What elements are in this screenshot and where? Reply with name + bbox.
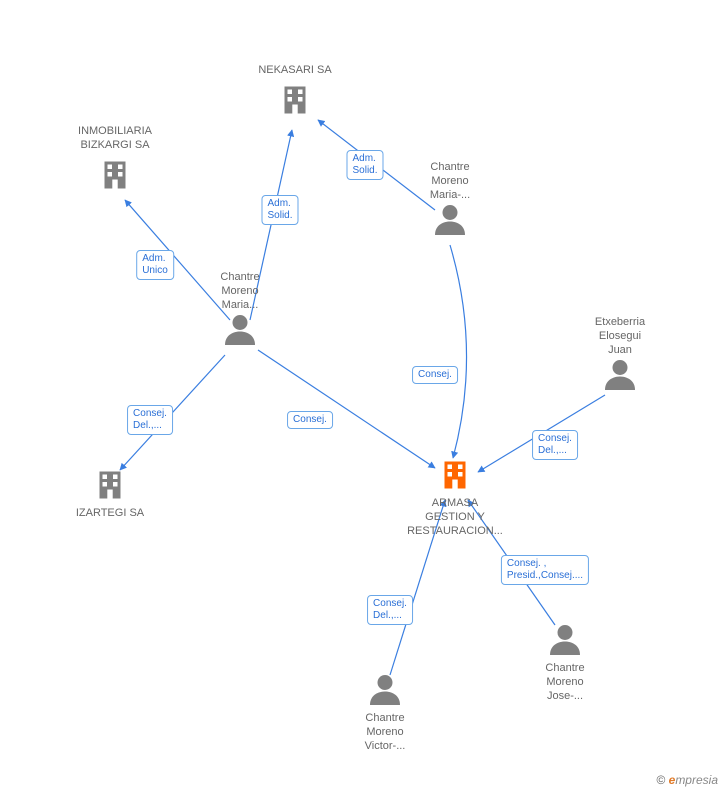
node-label: ARMASA GESTION Y RESTAURACION... — [405, 497, 505, 538]
node-chantre_victor[interactable]: Chantre Moreno Victor-... — [335, 672, 435, 753]
node-label: Chantre Moreno Victor-... — [335, 712, 435, 753]
diagram-canvas: NEKASARI SA INMOBILIARIA BIZKARGI SA IZART… — [0, 0, 728, 795]
edge-label: Adm. Unico — [136, 250, 174, 280]
edge-label: Consej. — [412, 366, 458, 384]
edge-label: Adm. Solid. — [346, 150, 383, 180]
node-chantre_maria1[interactable]: Chantre Moreno Maria... — [190, 271, 290, 352]
edge-label: Consej. — [287, 411, 333, 429]
node-chantre_maria2[interactable]: Chantre Moreno Maria-... — [400, 161, 500, 242]
edge-label: Adm. Solid. — [261, 195, 298, 225]
copyright-symbol: © — [656, 773, 665, 787]
node-label: Chantre Moreno Maria-... — [400, 161, 500, 202]
node-label: NEKASARI SA — [245, 64, 345, 78]
edge-label: Consej. Del.,... — [127, 405, 173, 435]
node-label: INMOBILIARIA BIZKARGI SA — [65, 125, 165, 153]
node-etxeberria[interactable]: Etxeberria Elosegui Juan — [570, 316, 670, 397]
brand-rest: mpresia — [675, 773, 718, 787]
node-izartegi[interactable]: IZARTEGI SA — [60, 467, 160, 521]
edge-label: Consej. Del.,... — [532, 430, 578, 460]
node-label: Etxeberria Elosegui Juan — [570, 316, 670, 357]
node-label: IZARTEGI SA — [60, 507, 160, 521]
edge-line — [450, 245, 467, 458]
node-armasa[interactable]: ARMASA GESTION Y RESTAURACION... — [405, 457, 505, 538]
copyright: © empresia — [656, 773, 718, 787]
node-inmobiliaria[interactable]: INMOBILIARIA BIZKARGI SA — [65, 125, 165, 197]
node-chantre_jose[interactable]: Chantre Moreno Jose-... — [515, 622, 615, 703]
node-label: Chantre Moreno Jose-... — [515, 662, 615, 703]
node-label: Chantre Moreno Maria... — [190, 271, 290, 312]
edge-label: Consej. , Presid.,Consej.... — [501, 555, 589, 585]
edge-label: Consej. Del.,... — [367, 595, 413, 625]
edge-line — [258, 350, 435, 468]
node-nekasari[interactable]: NEKASARI SA — [245, 64, 345, 122]
